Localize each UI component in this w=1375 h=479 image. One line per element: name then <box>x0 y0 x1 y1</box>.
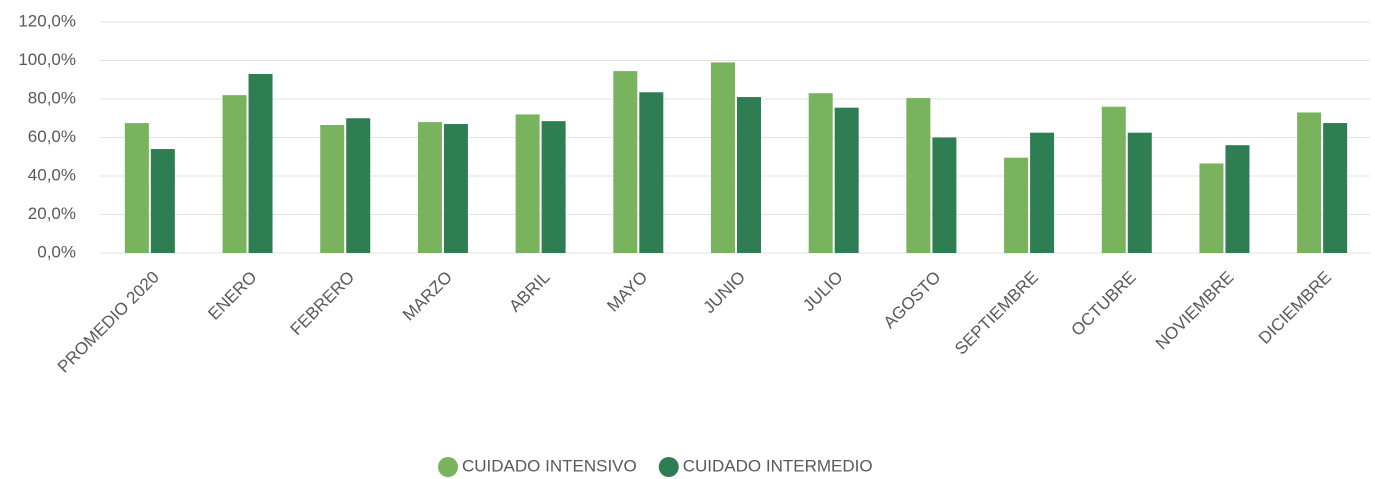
bar <box>1323 123 1348 253</box>
legend-swatch <box>658 457 679 477</box>
bar <box>613 71 638 254</box>
bar <box>515 114 540 254</box>
bar <box>1199 163 1224 253</box>
x-tick-label: PROMEDIO 2020 <box>54 268 163 377</box>
x-tick-label: JUNIO <box>700 268 749 317</box>
y-tick-label: 120,0% <box>18 11 76 30</box>
bar <box>932 137 957 253</box>
bar <box>711 62 735 253</box>
x-tick-label: DICIEMBRE <box>1255 268 1335 348</box>
y-tick-label: 100,0% <box>18 50 76 69</box>
bar <box>1030 132 1055 253</box>
bar <box>320 124 345 253</box>
x-tick-label: AGOSTO <box>880 268 945 333</box>
bar <box>222 95 247 254</box>
y-tick-label: 40,0% <box>28 165 76 184</box>
x-tick-label: ENERO <box>204 268 260 324</box>
y-tick-label: 20,0% <box>28 204 76 223</box>
bar <box>124 123 149 253</box>
bar <box>834 107 859 253</box>
x-tick-label: ABRIL <box>505 268 553 316</box>
x-tick-label: JULIO <box>799 268 847 316</box>
bar <box>808 93 833 253</box>
y-tick-label: 60,0% <box>28 127 76 146</box>
y-tick-label: 80,0% <box>28 88 76 107</box>
x-tick-label: MARZO <box>399 268 456 325</box>
bar <box>1004 157 1029 253</box>
x-tick-label: SEPTIEMBRE <box>951 268 1042 359</box>
y-tick-label: 0,0% <box>37 242 76 261</box>
legend-label: CUIDADO INTERMEDIO <box>683 456 873 475</box>
bar <box>1297 112 1322 253</box>
legend-swatch <box>438 457 458 477</box>
x-tick-label: NOVIEMBRE <box>1152 268 1238 354</box>
bar <box>443 124 468 254</box>
x-tick-label: OCTUBRE <box>1068 268 1140 340</box>
bar <box>346 118 371 253</box>
bar <box>541 121 566 253</box>
bar <box>737 97 761 253</box>
x-tick-label: MAYO <box>603 268 651 316</box>
legend-label: CUIDADO INTENSIVO <box>462 456 637 475</box>
bar <box>1127 132 1152 253</box>
bar <box>906 98 931 253</box>
x-tick-label: FEBRERO <box>287 268 359 340</box>
bar <box>150 149 175 253</box>
bar <box>1101 106 1126 253</box>
bar <box>639 92 664 253</box>
bar <box>1225 145 1250 253</box>
bar <box>248 73 273 253</box>
bar <box>417 122 442 253</box>
